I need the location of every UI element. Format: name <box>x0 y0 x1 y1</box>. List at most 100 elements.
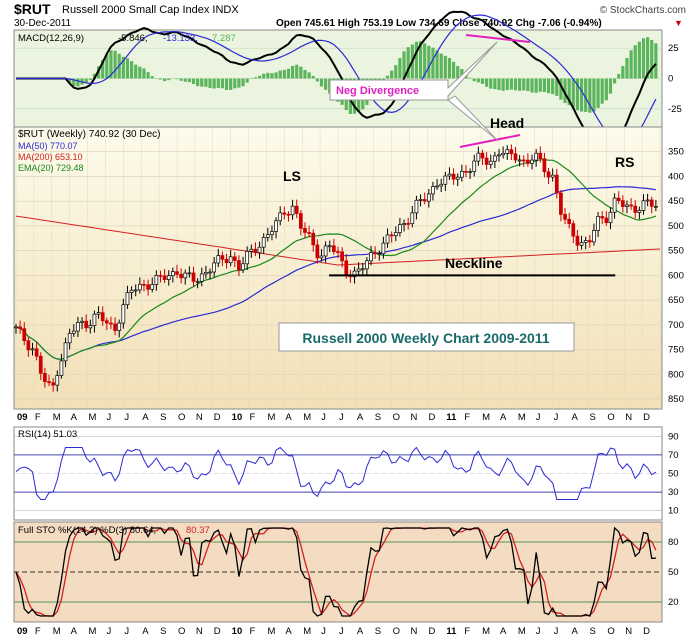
price-bar-body <box>370 253 373 261</box>
price-bar-body <box>444 176 447 184</box>
x-tick-label: F <box>250 412 256 423</box>
x-tick-label: 09 <box>17 626 28 637</box>
price-bar-body <box>506 150 509 154</box>
price-bar-body <box>609 212 612 222</box>
macd-hist-bar <box>134 65 137 79</box>
macd-hist-bar <box>241 79 244 87</box>
x-tick-label: N <box>625 412 632 423</box>
x-tick-label: N <box>411 412 418 423</box>
price-bar-body <box>403 223 406 224</box>
macd-hist-bar <box>167 79 170 81</box>
x-tick-label: J <box>554 626 559 637</box>
price-bar-body <box>68 333 71 343</box>
macd-hist-bar <box>204 79 207 87</box>
x-tick-label: 11 <box>446 626 457 637</box>
price-tick-label: 600 <box>668 270 684 281</box>
price-bar-body <box>485 158 488 164</box>
macd-hist-bar <box>596 79 599 108</box>
sto-legend-d: 80.37 <box>186 525 210 536</box>
price-bar-body <box>316 245 319 258</box>
sto-legend: Full STO %K(14,3) %D(3) 80.64, <box>18 525 156 536</box>
head-label: Head <box>490 115 524 131</box>
price-bar-body <box>613 198 616 212</box>
price-tick-label: 400 <box>668 171 684 182</box>
x-tick-label: 10 <box>232 412 243 423</box>
price-bar-body <box>423 199 426 201</box>
x-tick-label: D <box>214 626 221 637</box>
ls-label: LS <box>283 168 301 184</box>
price-bar-body <box>625 205 628 207</box>
x-tick-label: M <box>518 626 526 637</box>
macd-hist-bar <box>398 58 401 78</box>
macd-hist-bar <box>543 79 546 92</box>
macd-hist-bar <box>237 79 240 88</box>
macd-hist-bar <box>493 79 496 90</box>
price-bar-body <box>324 246 327 256</box>
price-bar-body <box>118 323 121 330</box>
price-bar-body <box>167 276 170 280</box>
price-bar-body <box>237 260 240 269</box>
price-bar-body <box>580 242 583 245</box>
macd-hist-bar <box>654 43 657 78</box>
price-tick-label: 750 <box>668 345 684 356</box>
price-bar-body <box>250 249 253 251</box>
price-bar-body <box>394 232 397 235</box>
macd-hist-bar <box>621 66 624 78</box>
price-bar-body <box>436 186 439 187</box>
price-bar-body <box>469 172 472 173</box>
price-bar-body <box>415 200 418 213</box>
macd-hist-bar <box>539 79 542 92</box>
macd-hist-bar <box>440 54 443 79</box>
price-bar-body <box>312 233 315 245</box>
price-bar-body <box>522 160 525 161</box>
price-bar-body <box>72 331 75 333</box>
price-bar-body <box>337 252 340 253</box>
price-bar-body <box>411 213 414 224</box>
price-bar-body <box>407 223 410 224</box>
macd-legend-name: MACD(12,26,9) <box>18 33 84 44</box>
price-bar-body <box>15 327 18 328</box>
macd-hist-bar <box>514 79 517 91</box>
macd-hist-bar <box>225 79 228 90</box>
price-bar-body <box>35 349 38 356</box>
price-bar-body <box>159 275 162 276</box>
macd-hist-bar <box>634 45 637 78</box>
macd-hist-bar <box>324 79 327 90</box>
price-bar-body <box>531 160 534 163</box>
x-tick-label: 09 <box>17 412 28 423</box>
x-tick-label: N <box>196 626 203 637</box>
price-bar-body <box>650 200 653 206</box>
legend-ma50: MA(50) 770.07 <box>18 141 78 151</box>
legend-ma200: MA(200) 653.10 <box>18 152 83 162</box>
x-tick-label: J <box>321 412 326 423</box>
price-bar-body <box>473 161 476 171</box>
price-bar-body <box>332 246 335 252</box>
price-tick-label: 800 <box>668 369 684 380</box>
macd-hist-bar <box>180 79 183 81</box>
x-tick-label: J <box>321 626 326 637</box>
price-bar-body <box>213 263 216 272</box>
x-tick-label: M <box>303 412 311 423</box>
price-bar-body <box>105 321 108 323</box>
macd-hist-bar <box>200 79 203 87</box>
macd-hist-bar <box>518 79 521 91</box>
x-tick-label: J <box>536 626 541 637</box>
sto-tick-label: 50 <box>668 567 679 578</box>
x-tick-label: D <box>428 626 435 637</box>
macd-hist-bar <box>308 72 311 78</box>
x-tick-label: S <box>375 412 381 423</box>
rsi-tick-label: 50 <box>668 469 679 480</box>
macd-hist-bar <box>192 79 195 85</box>
x-tick-label: A <box>357 626 364 637</box>
price-bar-body <box>109 323 112 324</box>
x-tick-label: 10 <box>232 626 243 637</box>
macd-hist-bar <box>188 79 191 83</box>
price-bar-body <box>188 273 191 274</box>
x-tick-label: M <box>89 412 97 423</box>
price-legend-title: $RUT (Weekly) 740.92 (30 Dec) <box>18 129 160 140</box>
x-tick-label: J <box>339 412 344 423</box>
price-bar-body <box>365 261 368 269</box>
price-bar-body <box>502 153 505 154</box>
